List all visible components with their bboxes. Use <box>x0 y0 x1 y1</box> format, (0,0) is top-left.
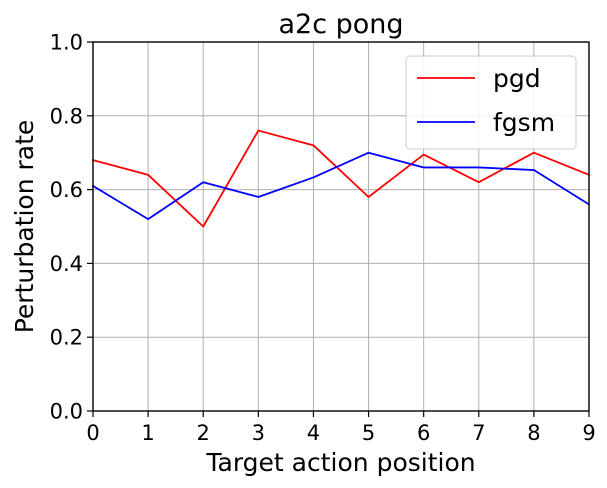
x-axis: 0 1 2 3 4 5 6 7 8 9 <box>86 411 596 445</box>
x-tick-label: 1 <box>141 421 154 445</box>
x-tick-label: 9 <box>582 421 595 445</box>
x-tick-label: 4 <box>307 421 320 445</box>
legend: pgd fgsm <box>405 55 577 150</box>
x-tick-label: 0 <box>86 421 99 445</box>
y-tick-label: 0.4 <box>50 252 83 276</box>
y-tick-label: 0.6 <box>50 178 83 202</box>
y-axis-label: Perturbation rate <box>10 120 39 334</box>
legend-label-pgd: pgd <box>493 64 541 93</box>
plot-frame <box>92 41 590 412</box>
chart-title: a2c pong <box>278 9 403 40</box>
legend-box <box>405 55 577 150</box>
x-tick-label: 6 <box>417 421 430 445</box>
y-axis: 0.0 0.2 0.4 0.6 0.8 1.0 <box>50 31 93 424</box>
y-tick-label: 0.0 <box>50 400 83 424</box>
legend-label-fgsm: fgsm <box>493 108 555 137</box>
x-tick-label: 5 <box>362 421 375 445</box>
series-line-fgsm <box>91 151 591 221</box>
y-tick-label: 0.8 <box>50 104 83 128</box>
x-tick-label: 3 <box>252 421 265 445</box>
x-axis-label: Target action position <box>205 448 475 477</box>
x-tick-label: 7 <box>472 421 485 445</box>
y-tick-label: 1.0 <box>50 31 83 55</box>
y-tick-label: 0.2 <box>50 326 83 350</box>
series-lines <box>91 129 591 228</box>
x-tick-label: 8 <box>527 421 540 445</box>
x-tick-label: 2 <box>197 421 210 445</box>
